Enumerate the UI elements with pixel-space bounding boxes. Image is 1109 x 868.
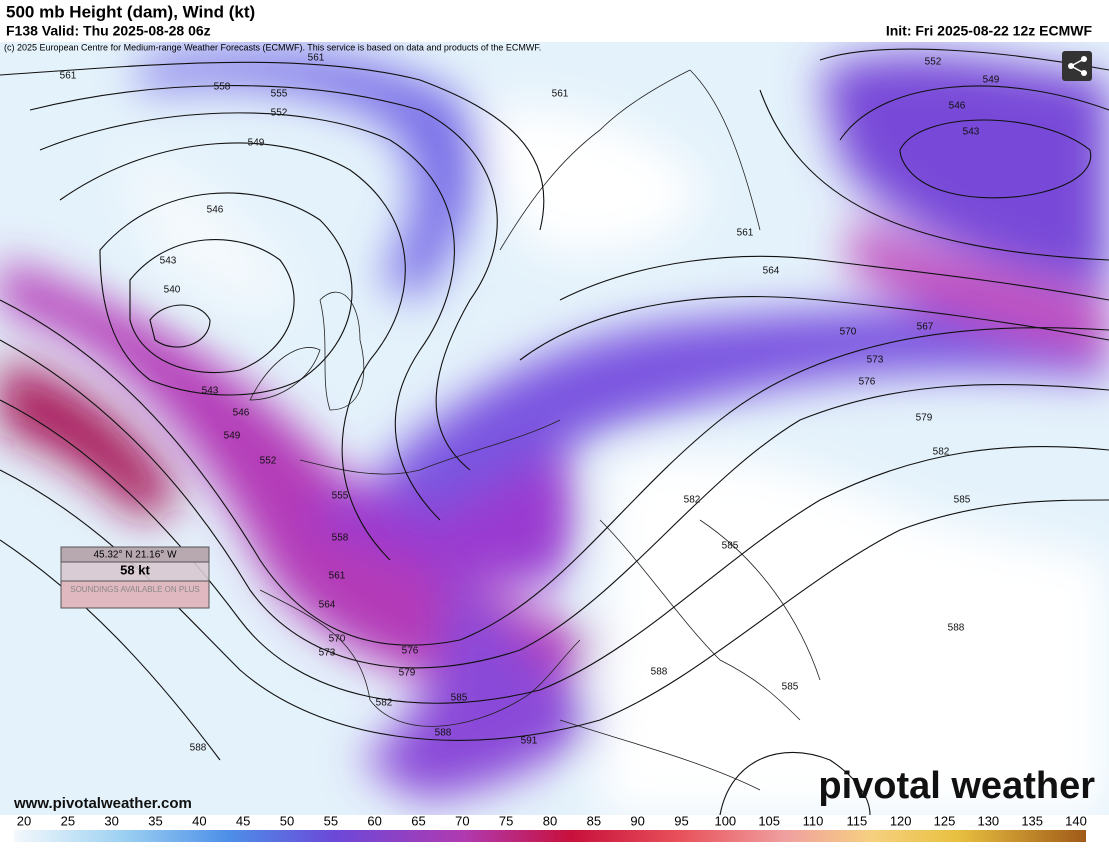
- colorbar-label: 100: [714, 813, 736, 828]
- contour-label: 561: [308, 53, 325, 64]
- contour-labels: 561 558 555 552 549 546 543 540 543 546 549 552 555 5…: [60, 53, 1000, 754]
- contour-label: 561: [60, 71, 77, 82]
- colorbar-label: 120: [890, 813, 912, 828]
- contour-label: 588: [651, 667, 668, 678]
- colorbar-label: 65: [411, 813, 425, 828]
- contour-label: 552: [271, 108, 288, 119]
- colorbar-label: 55: [324, 813, 338, 828]
- contour-label: 543: [963, 127, 980, 138]
- contour-label: 585: [722, 541, 739, 552]
- colorbar-label: 125: [934, 813, 956, 828]
- share-button[interactable]: [1062, 51, 1092, 81]
- contour-label: 546: [207, 205, 224, 216]
- contour-label: 549: [248, 138, 265, 149]
- contour-label: 564: [763, 266, 780, 277]
- probe-speed: 58 kt: [120, 562, 150, 577]
- coastlines: [249, 69, 821, 791]
- contour-label: 588: [435, 728, 452, 739]
- contour-label: 573: [867, 355, 884, 366]
- contour-label: 558: [332, 533, 349, 544]
- contours: [0, 48, 1109, 816]
- colorbar-label: 105: [758, 813, 780, 828]
- header-band: [0, 0, 1109, 42]
- colorbar-label: 80: [543, 813, 557, 828]
- contour-label: 570: [329, 634, 346, 645]
- contour-label: 546: [949, 101, 966, 112]
- contour-label: 543: [160, 256, 177, 267]
- colorbar: [14, 830, 1086, 842]
- colorbar-label: 40: [192, 813, 206, 828]
- contour-label: 567: [917, 322, 934, 333]
- colorbar-label: 75: [499, 813, 513, 828]
- contour-label: 561: [552, 89, 569, 100]
- probe-coords: 45.32° N 21.16° W: [93, 550, 177, 561]
- colorbar-label: 60: [367, 813, 381, 828]
- colorbar-label: 110: [803, 813, 824, 828]
- probe-box: 45.32° N 21.16° W 58 kt SOUNDINGS AVAILA…: [60, 546, 210, 609]
- colorbar-label: 20: [17, 813, 31, 828]
- contour-label: 576: [402, 646, 419, 657]
- contour-label: 579: [916, 413, 933, 424]
- brand-watermark: pivotal weather: [818, 765, 1095, 807]
- colorbar-label: 115: [846, 813, 867, 828]
- contour-label: 561: [329, 571, 346, 582]
- colorbar-label: 30: [104, 813, 118, 828]
- colorbar-label: 95: [674, 813, 688, 828]
- colorbar-label: 50: [280, 813, 294, 828]
- website[interactable]: www.pivotalweather.com: [13, 795, 192, 812]
- contour-label: 582: [376, 698, 393, 709]
- contour-label: 585: [954, 495, 971, 506]
- wind-field: [0, 42, 1109, 815]
- contour-label: 585: [782, 682, 799, 693]
- contour-label: 588: [948, 623, 965, 634]
- contour-label: 582: [933, 447, 950, 458]
- colorbar-label: 140: [1065, 813, 1087, 828]
- contour-label: 576: [859, 377, 876, 388]
- contour-label: 570: [840, 327, 857, 338]
- contour-label: 549: [983, 75, 1000, 86]
- contour-label: 564: [319, 600, 336, 611]
- map-title: 500 mb Height (dam), Wind (kt): [6, 2, 255, 21]
- contour-label: 540: [164, 285, 181, 296]
- colorbar-label: 90: [630, 813, 644, 828]
- contour-label: 555: [332, 491, 349, 502]
- colorbar-label: 25: [61, 813, 75, 828]
- contour-label: 573: [319, 648, 336, 659]
- probe-note[interactable]: SOUNDINGS AVAILABLE ON PLUS: [70, 585, 200, 594]
- contour-label: 555: [271, 89, 288, 100]
- copyright: (c) 2025 European Centre for Medium-rang…: [4, 42, 541, 52]
- init-time: Init: Fri 2025-08-22 12z ECMWF: [886, 23, 1093, 39]
- contour-label: 552: [925, 57, 942, 68]
- colorbar-labels: 20 25 30 35 40 45 50 55 60 65 70 75 80 85 90 95 100 105 11…: [17, 813, 1087, 828]
- colorbar-label: 130: [977, 813, 999, 828]
- colorbar-label: 45: [236, 813, 250, 828]
- colorbar-label: 85: [587, 813, 601, 828]
- colorbar-label: 35: [148, 813, 162, 828]
- contour-label: 558: [214, 82, 231, 93]
- valid-time: F138 Valid: Thu 2025-08-28 06z: [6, 23, 211, 39]
- contour-label: 585: [451, 693, 468, 704]
- colorbar-label: 135: [1021, 813, 1043, 828]
- contour-label: 552: [260, 456, 277, 467]
- contour-label: 588: [190, 743, 207, 754]
- contour-label: 549: [224, 431, 241, 442]
- contour-label: 579: [399, 668, 416, 679]
- contour-label: 591: [521, 736, 538, 747]
- contour-label: 582: [684, 495, 701, 506]
- colorbar-label: 70: [455, 813, 469, 828]
- contour-label: 561: [737, 228, 754, 239]
- contour-label: 546: [233, 408, 250, 419]
- contour-label: 543: [202, 386, 219, 397]
